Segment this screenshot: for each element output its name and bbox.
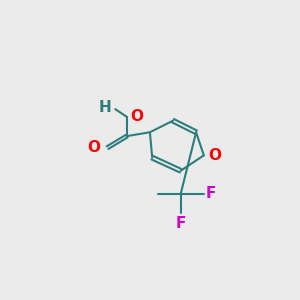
Text: F: F: [206, 186, 217, 201]
Text: F: F: [176, 216, 186, 231]
Text: O: O: [130, 109, 143, 124]
Text: O: O: [88, 140, 100, 155]
Text: O: O: [208, 148, 221, 163]
Text: H: H: [99, 100, 111, 115]
